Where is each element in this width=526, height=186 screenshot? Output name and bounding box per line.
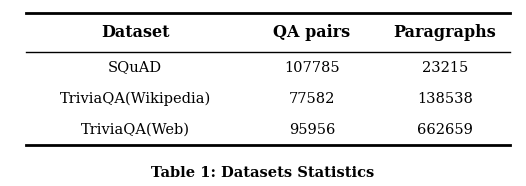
- Text: Dataset: Dataset: [101, 24, 169, 41]
- Text: 23215: 23215: [422, 61, 468, 75]
- Text: 662659: 662659: [417, 123, 473, 137]
- Text: TriviaQA(Web): TriviaQA(Web): [80, 123, 190, 137]
- Text: 95956: 95956: [289, 123, 335, 137]
- Text: Paragraphs: Paragraphs: [393, 24, 496, 41]
- Text: 138538: 138538: [417, 92, 473, 106]
- Text: 77582: 77582: [289, 92, 335, 106]
- Text: 107785: 107785: [284, 61, 340, 75]
- Text: SQuAD: SQuAD: [108, 61, 162, 75]
- Text: QA pairs: QA pairs: [273, 24, 350, 41]
- Text: TriviaQA(Wikipedia): TriviaQA(Wikipedia): [59, 91, 211, 106]
- Text: Table 1: Datasets Statistics: Table 1: Datasets Statistics: [151, 166, 375, 180]
